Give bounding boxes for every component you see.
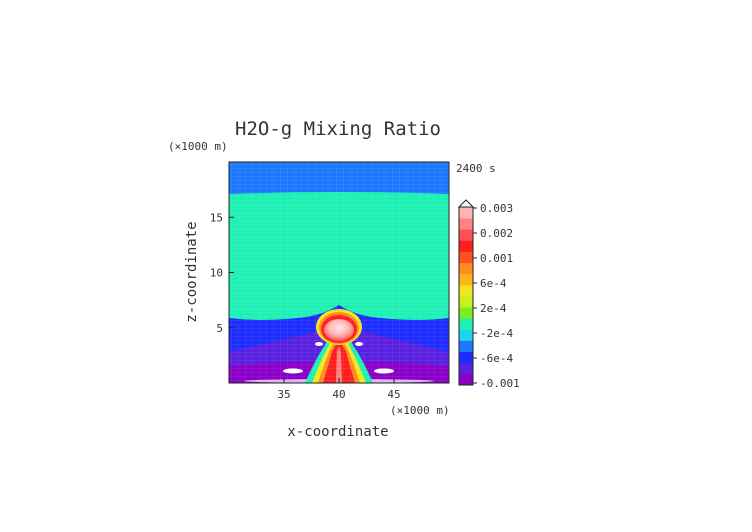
colorbar-swatch [459, 307, 473, 319]
colorbar-label: 0.002 [480, 227, 513, 240]
colorbar-label: -6e-4 [480, 352, 513, 365]
colorbar-label: 6e-4 [480, 277, 507, 290]
colorbar-swatch [459, 340, 473, 353]
colorbar-swatch [459, 373, 473, 386]
colorbar-swatch [459, 318, 473, 330]
colorbar-swatch [459, 362, 473, 375]
y-axis-ticks: 5 10 15 [210, 211, 234, 335]
colorbar-frame [458, 206, 474, 386]
y-tick-label: 5 [216, 322, 223, 335]
colorbar-label: 0.001 [480, 252, 513, 265]
chart-title: H2O-g Mixing Ratio [235, 118, 441, 140]
colorbar-labels: 0.003 0.002 0.001 6e-4 2e-4 -2e-4 -6e-4 -0.001 [473, 202, 520, 390]
colorbar-swatch [459, 207, 473, 219]
colorbar-swatch [459, 351, 473, 364]
colorbar-swatch [459, 329, 473, 341]
colorbar-swatch [459, 240, 473, 252]
x-axis-ticks: 35 40 45 [277, 378, 401, 401]
colorbar-label: 0.003 [480, 202, 513, 215]
colorbar-label: -2e-4 [480, 327, 513, 340]
colorbar-swatch [459, 262, 473, 275]
colorbar-swatch [459, 284, 473, 297]
colorbar-swatches [459, 207, 473, 386]
x-unit-label: (×1000 m) [390, 404, 450, 417]
colorbar-swatch [459, 218, 473, 230]
colorbar: 0.003 0.002 0.001 6e-4 2e-4 -2e-4 -6e-4 -0.001 [457, 199, 520, 390]
colorbar-label: 2e-4 [480, 302, 507, 315]
colorbar-label: -0.001 [480, 377, 520, 390]
colorbar-swatch [459, 251, 473, 264]
time-label: 2400 s [456, 162, 496, 175]
x-tick-label: 45 [387, 388, 400, 401]
plot-area [228, 161, 450, 384]
colorbar-swatch [459, 273, 473, 286]
y-tick-label: 15 [210, 211, 223, 224]
y-axis-label: z-coordinate [184, 221, 200, 322]
colorbar-swatch [459, 296, 473, 308]
y-tick-label: 10 [210, 267, 223, 280]
x-axis-label: x-coordinate [287, 424, 388, 440]
colorbar-swatch [459, 229, 473, 241]
x-tick-label: 35 [277, 388, 290, 401]
y-unit-label: (×1000 m) [168, 140, 228, 153]
x-tick-label: 40 [332, 388, 345, 401]
colorbar-max-arrow [457, 199, 475, 208]
grid-overlay [229, 162, 449, 383]
